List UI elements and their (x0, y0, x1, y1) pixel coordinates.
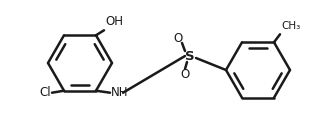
Text: O: O (181, 67, 190, 81)
Text: S: S (185, 50, 195, 62)
Text: NH: NH (111, 86, 128, 99)
Text: Cl: Cl (39, 86, 51, 99)
Text: O: O (173, 31, 182, 45)
Text: CH₃: CH₃ (281, 21, 300, 31)
Text: OH: OH (105, 15, 123, 28)
